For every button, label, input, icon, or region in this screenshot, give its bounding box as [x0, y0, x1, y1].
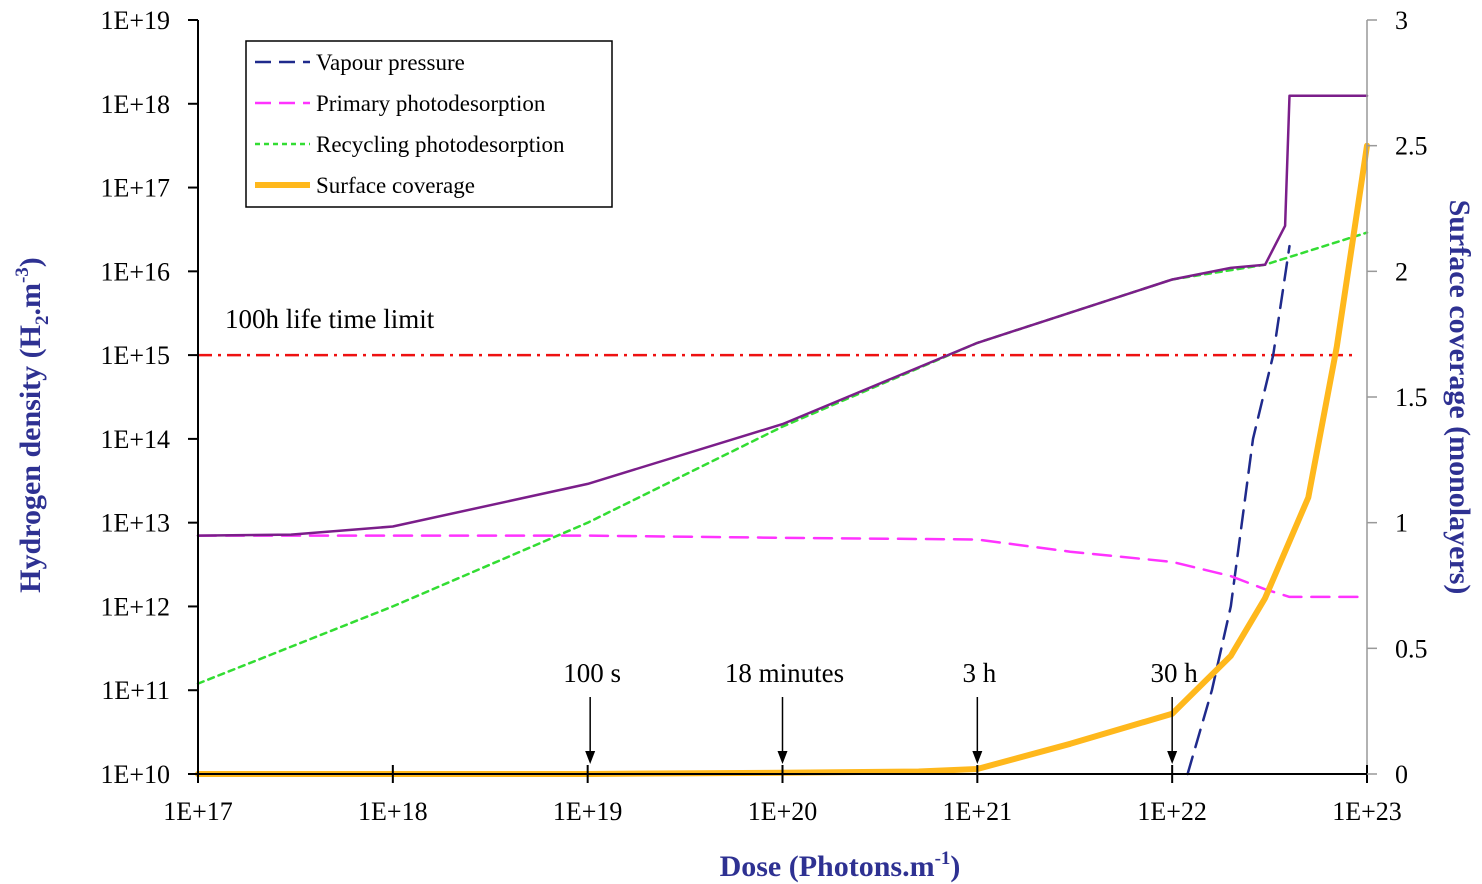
y-right-axis-title: Surface coverage (monolayers)	[1443, 200, 1476, 595]
legend-entry-label: Recycling photodesorption	[316, 132, 565, 157]
annotation-arrow-head	[972, 751, 983, 764]
x-tick-label: 1E+21	[943, 797, 1013, 826]
legend-entry-label: Surface coverage	[316, 173, 475, 198]
series-line-primary-photodesorption	[196, 534, 1369, 599]
y-right-tick-label: 2	[1395, 257, 1408, 286]
legend-box	[245, 40, 613, 208]
threshold-label: 100h life time limit	[225, 304, 435, 334]
y-right-tick-label: 1	[1395, 509, 1408, 538]
annotation-label: 30 h	[1151, 658, 1199, 688]
y-right-tick-label: 0	[1395, 760, 1408, 789]
y-left-title-main: Hydrogen density (H	[14, 325, 47, 593]
series-line-recycling-photodesorption	[196, 231, 1369, 685]
y-right-tick-label: 0.5	[1395, 634, 1428, 663]
series-line-total	[196, 94, 1369, 537]
x-axis-title-main: Dose (Photons.m	[720, 850, 935, 883]
x-tick-label: 1E+17	[163, 797, 233, 826]
series-line-vapour-pressure	[1186, 244, 1291, 776]
y-left-tick-label: 1E+16	[100, 257, 170, 286]
x-tick-label: 1E+22	[1137, 797, 1207, 826]
series-line-surface-coverage	[195, 142, 1370, 777]
annotation-arrow-head	[777, 751, 788, 764]
x-axis-title: Dose (Photons.m-1)	[720, 848, 961, 883]
annotation-label: 100 s	[563, 658, 621, 688]
annotation-label: 3 h	[962, 658, 996, 688]
legend-entry-label: Vapour pressure	[316, 50, 465, 75]
y-left-title-mid: .m	[14, 283, 47, 316]
annotation-arrow-head	[1167, 751, 1178, 764]
y-left-title-sub: 2	[32, 316, 53, 326]
y-left-tick-label: 1E+13	[100, 509, 170, 538]
legend: Vapour pressure Primary photodesorption Re…	[245, 40, 613, 208]
y-left-axis-title: Hydrogen density (H2.m-3)	[12, 257, 53, 593]
y-left-tick-label: 1E+10	[100, 760, 170, 789]
annotation-arrow-head	[585, 751, 596, 764]
x-axis-title-end: )	[950, 850, 960, 883]
y-left-tick-label: 1E+17	[100, 174, 170, 203]
x-tick-label: 1E+18	[358, 797, 428, 826]
y-left-tick-label: 1E+11	[101, 676, 170, 705]
y-right-tick-label: 3	[1395, 6, 1408, 35]
x-axis-title-sup: -1	[935, 848, 951, 869]
legend-entry-label: Primary photodesorption	[316, 91, 546, 116]
axes: 1E+17 1E+18 1E+19 1E+20 1E+21 1E+22 1E+23 1E+10…	[100, 6, 1427, 826]
y-left-tick-label: 1E+12	[100, 592, 170, 621]
y-right-tick-label: 2.5	[1395, 132, 1428, 161]
y-left-title-end: )	[14, 257, 47, 267]
x-tick-label: 1E+23	[1332, 797, 1402, 826]
series-layer: 100h life time limit	[195, 94, 1370, 777]
annotation-label: 18 minutes	[725, 658, 844, 688]
y-left-title-sup: -3	[12, 267, 33, 283]
y-left-tick-label: 1E+18	[100, 90, 170, 119]
annotations: 100 s 18 minutes 3 h 30 h	[563, 658, 1198, 764]
y-left-tick-label: 1E+14	[100, 425, 170, 454]
y-right-tick-label: 1.5	[1395, 383, 1428, 412]
x-tick-label: 1E+20	[748, 797, 818, 826]
x-tick-label: 1E+19	[553, 797, 623, 826]
y-left-tick-label: 1E+15	[100, 341, 170, 370]
y-left-tick-label: 1E+19	[100, 6, 170, 35]
